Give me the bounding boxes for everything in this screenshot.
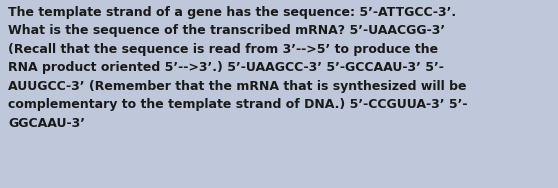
Text: The template strand of a gene has the sequence: 5’-ATTGCC-3’.
What is the sequen: The template strand of a gene has the se… (8, 6, 468, 130)
